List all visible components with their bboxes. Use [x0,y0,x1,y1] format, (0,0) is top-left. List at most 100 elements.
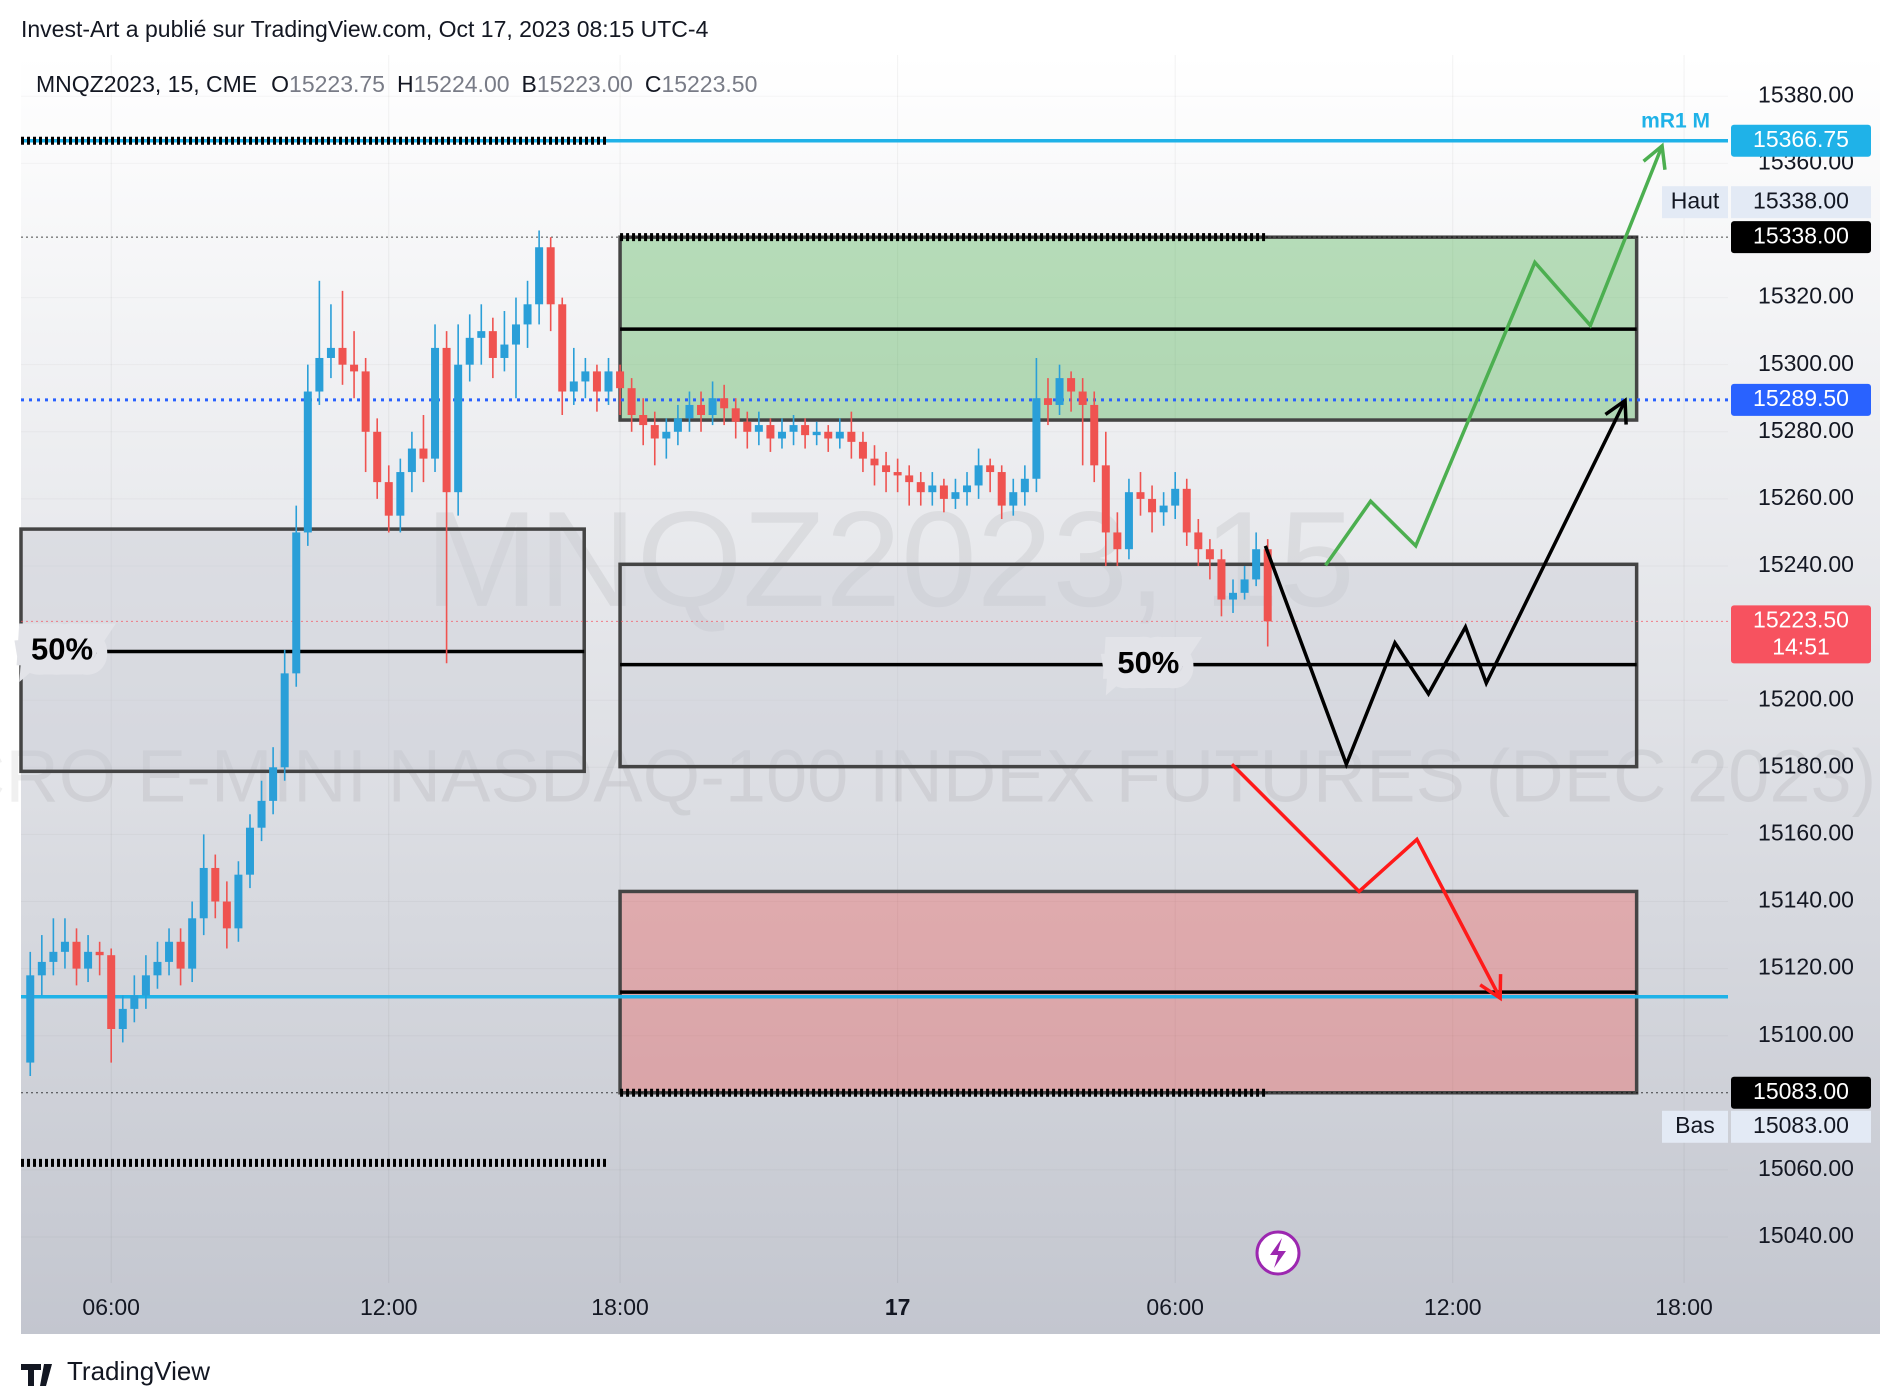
price-label: 15223.50 [1753,606,1849,632]
y-tick-label: 15320.00 [1758,283,1854,309]
candle-body [1113,532,1122,550]
watermark: MICRO E-MINI NASDAQ-100 INDEX FUTURES (D… [0,735,1876,818]
zone-mid-label: 50% [31,632,93,667]
stat-label-box [1731,186,1871,219]
candle-body [107,955,116,1030]
candle-body [373,431,382,483]
candle-body [1205,549,1214,560]
candle-body [488,331,497,358]
price-label: 15289.50 [1753,385,1849,411]
candle-body [431,347,440,459]
candle-body [1229,592,1238,600]
candle-body [280,673,289,768]
candle-body [1101,465,1110,533]
candle-body [1148,498,1157,513]
x-tick-label: 12:00 [360,1294,418,1320]
candle-body [141,975,150,996]
candle-body [1032,398,1041,479]
price-label: 15366.75 [1753,126,1849,152]
candle-body [963,485,972,493]
candle-body [824,431,833,439]
y-tick-label: 15200.00 [1758,685,1854,711]
legend-item: H [397,71,414,97]
projection-path [1263,399,1627,770]
candle-body [1171,488,1180,506]
y-tick-label: 15140.00 [1758,887,1854,913]
price-label: 15083.00 [1753,1078,1849,1104]
y-tick-label: 15060.00 [1758,1155,1854,1181]
footer-brand: TradingView [67,1356,210,1386]
candle-body [720,398,729,409]
candle-body [396,472,405,516]
y-tick-label: 15180.00 [1758,752,1854,778]
x-tick-label: 12:00 [1424,1294,1482,1320]
publish-header: Invest-Art a publié sur TradingView.com,… [21,16,709,42]
legend-item: 15223.00 [537,71,633,97]
candle-body [326,347,335,358]
x-tick-label: 06:00 [1146,1294,1204,1320]
candle-body [1240,579,1249,593]
candle-body [292,532,301,674]
zone-mid-label: 50% [1117,645,1179,680]
arrow-head [1642,142,1667,170]
level-name: mR1 M [1641,109,1710,132]
candle-body [858,441,867,459]
candle-body [1263,549,1272,622]
candle-body [234,874,243,929]
candle-body [697,404,706,416]
candle-body [905,475,914,483]
candle-body [222,901,231,929]
candle-body [673,418,682,432]
candle-body [384,482,393,516]
candle-body [72,941,81,969]
event-icon-bolt [1270,1238,1286,1268]
candle-body [847,431,856,442]
candle-body [997,472,1006,506]
candle-body [26,975,35,1063]
candle-body [1043,398,1052,405]
legend-item: 15223.75 [289,71,385,97]
stat-label: 15083.00 [1753,1112,1849,1138]
candle-body [546,247,555,305]
candle-body [118,1008,127,1030]
price-label-box [1731,124,1871,157]
candle-body [1182,488,1191,533]
candle-body [870,458,879,466]
y-tick-label: 15240.00 [1758,551,1854,577]
candle-body [928,485,937,493]
candle-body [777,431,786,439]
candle-body [986,465,995,473]
candle-body [49,951,58,962]
y-tick-label: 15280.00 [1758,417,1854,443]
candle-body [1159,505,1168,513]
legend-item: 15224.00 [414,71,510,97]
x-tick-label: 06:00 [82,1294,140,1320]
candle-body [176,941,185,969]
candle-body [361,371,370,432]
candle-body [523,304,532,325]
candle-body [245,827,254,875]
candle-body [835,431,844,439]
stat-label-box [1731,1110,1871,1143]
candle-body [916,482,925,493]
candle-body [315,357,324,392]
candle-body [1020,478,1029,493]
candle-body [1090,404,1099,466]
y-tick-label: 15300.00 [1758,350,1854,376]
candle-body [812,431,821,436]
candle-body [1009,492,1018,506]
candle-body [592,371,601,392]
arrow-head [1604,397,1628,425]
candle-body [165,941,174,962]
candle-body [1194,532,1203,550]
stat-tag-box [1662,186,1728,219]
price-label-box [1731,1076,1871,1109]
legend-item: B [522,71,537,97]
candle-body [95,951,104,956]
candle-body [1055,378,1064,405]
candle-body [1124,492,1133,550]
y-tick-label: 15260.00 [1758,484,1854,510]
candle-body [477,331,486,338]
candle-body [662,431,671,439]
